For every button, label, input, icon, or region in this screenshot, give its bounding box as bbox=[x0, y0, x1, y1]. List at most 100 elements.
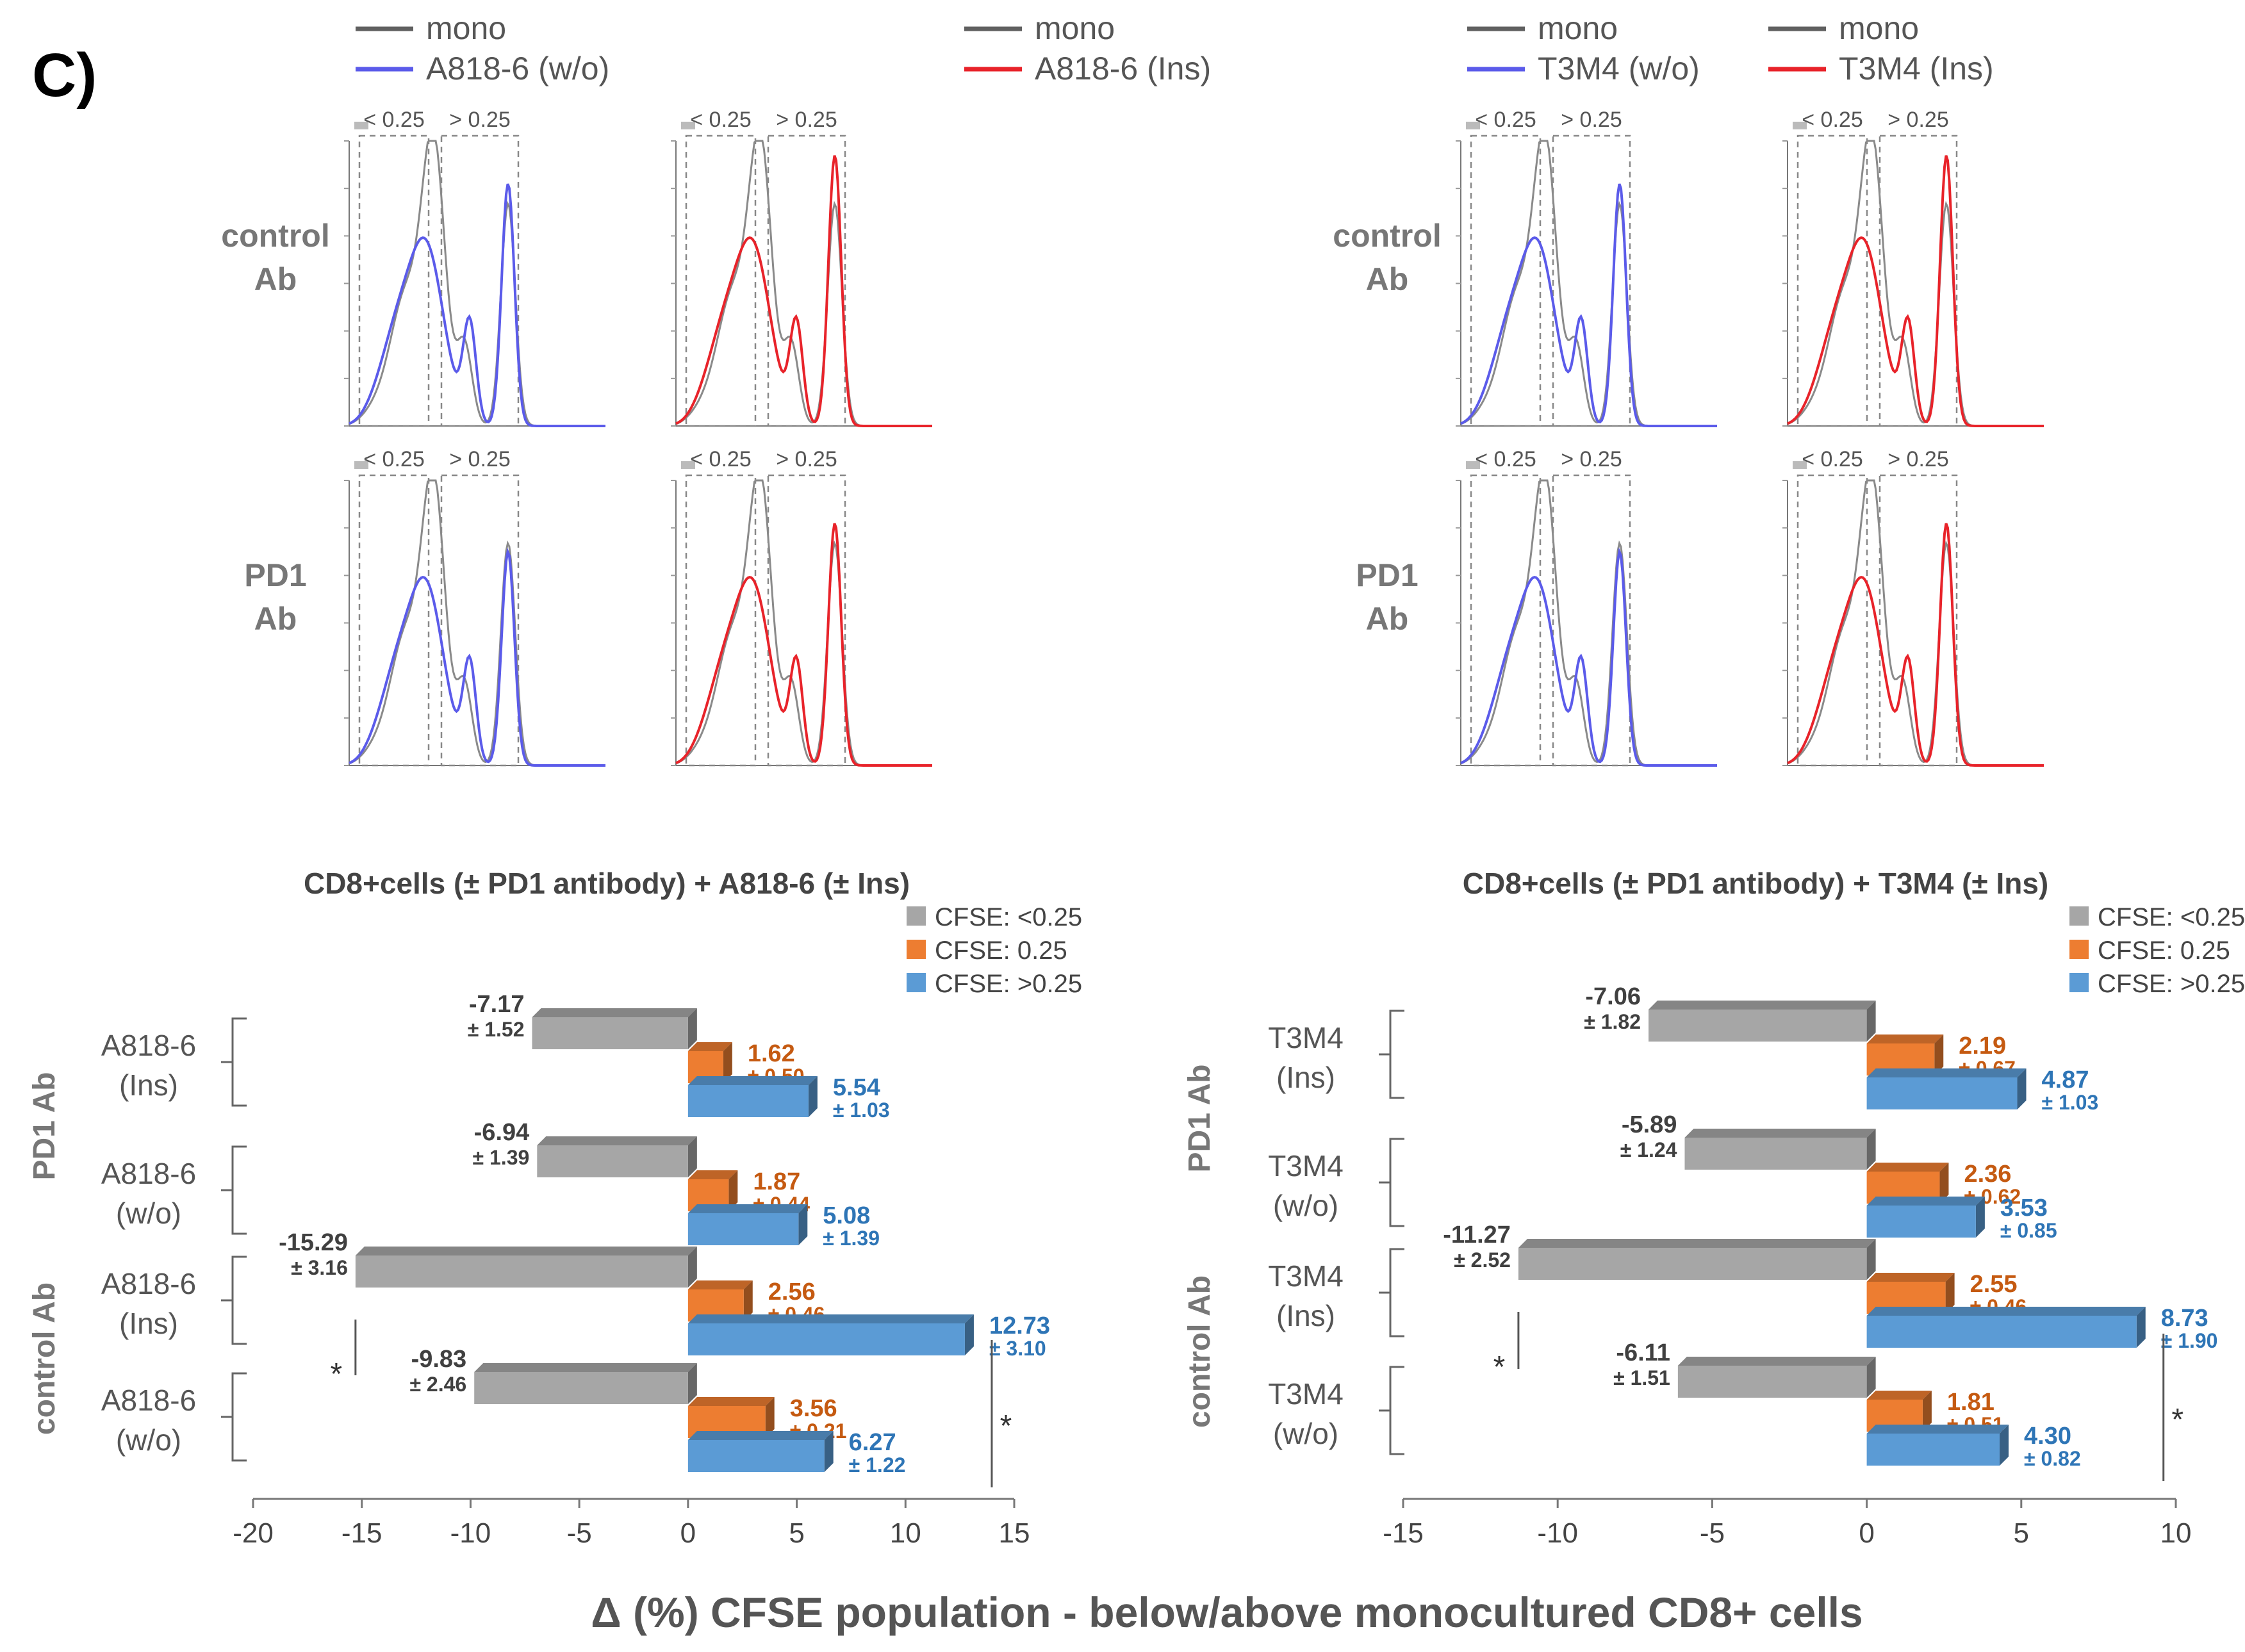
error-label: ± 1.22 bbox=[849, 1453, 906, 1476]
bar-top-face bbox=[1677, 1357, 1876, 1366]
bar-side-face bbox=[687, 1363, 697, 1404]
gate-low-label: < 0.25 bbox=[690, 447, 751, 471]
flow-row-label: PD1 bbox=[1356, 557, 1418, 593]
bar bbox=[687, 1213, 799, 1245]
bar-top-face bbox=[1684, 1129, 1876, 1138]
bar bbox=[687, 1323, 965, 1355]
flow-histogram: < 0.25 > 0.25 bbox=[1782, 447, 2044, 767]
flow-cytometry-panels: mono A818-6 (w/o) mono A818-6 (Ins) control A… bbox=[221, 10, 2044, 767]
data-label: 5.54 bbox=[833, 1074, 880, 1101]
bar-top-face bbox=[687, 1280, 753, 1289]
significance-marker: * bbox=[1493, 1350, 1506, 1384]
gate-high-label: > 0.25 bbox=[1887, 108, 1948, 132]
panel-label: C) bbox=[32, 41, 97, 110]
bar-side-face bbox=[1945, 1273, 1955, 1314]
legend-swatch bbox=[2069, 906, 2089, 926]
bar bbox=[1677, 1366, 1867, 1398]
category-label: (w/o) bbox=[1273, 1417, 1338, 1450]
group-label: PD1 Ab bbox=[1183, 1065, 1217, 1173]
bar-side-face bbox=[824, 1431, 834, 1472]
legend-swatch bbox=[2069, 973, 2089, 992]
gate-high-label: > 0.25 bbox=[449, 108, 510, 132]
flow-row-label: Ab bbox=[254, 601, 297, 637]
data-label: 1.87 bbox=[753, 1168, 800, 1195]
error-label: ± 1.03 bbox=[2042, 1091, 2099, 1114]
bar bbox=[687, 1085, 809, 1117]
bar-top-face bbox=[1866, 1273, 1955, 1282]
data-label: 4.30 bbox=[2024, 1423, 2071, 1450]
category-bracket bbox=[221, 1255, 247, 1345]
error-label: ± 1.39 bbox=[473, 1146, 530, 1169]
gate-low-label: < 0.25 bbox=[1475, 447, 1536, 471]
category-label: (Ins) bbox=[119, 1307, 178, 1340]
x-tick-label: -10 bbox=[450, 1517, 491, 1549]
category-bracket bbox=[1379, 1138, 1404, 1227]
bar-top-face bbox=[1866, 1391, 1932, 1400]
x-tick-label: -5 bbox=[567, 1517, 592, 1549]
category-label: T3M4 bbox=[1268, 1259, 1344, 1293]
error-label: ± 1.39 bbox=[823, 1227, 880, 1250]
sample-histogram-line bbox=[349, 183, 605, 427]
gate-high-box bbox=[1879, 474, 1958, 767]
bar-top-face bbox=[1866, 1307, 2146, 1316]
legend-label: CFSE: >0.25 bbox=[935, 970, 1082, 998]
gate-low-label: < 0.25 bbox=[363, 447, 424, 471]
data-label: -5.89 bbox=[1622, 1111, 1677, 1138]
flow-histogram: < 0.25 > 0.25 bbox=[671, 447, 932, 767]
bar-side-face bbox=[765, 1397, 775, 1438]
flow-row-label: control bbox=[1333, 218, 1441, 254]
gate-low-box bbox=[358, 474, 430, 767]
bar-top-face bbox=[687, 1314, 974, 1323]
bar-top-face bbox=[1518, 1239, 1876, 1248]
gate-low-label: < 0.25 bbox=[1475, 108, 1536, 132]
data-label: -7.06 bbox=[1585, 983, 1641, 1010]
bar bbox=[687, 1440, 825, 1472]
legend-label: T3M4 (w/o) bbox=[1538, 51, 1700, 86]
bar-top-face bbox=[532, 1008, 697, 1017]
error-label: ± 3.16 bbox=[291, 1256, 348, 1279]
category-bracket bbox=[1379, 1248, 1404, 1337]
sample-histogram-line bbox=[1460, 183, 1717, 427]
bar bbox=[1684, 1138, 1867, 1170]
gate-high-label: > 0.25 bbox=[776, 447, 837, 471]
gate-high-label: > 0.25 bbox=[449, 447, 510, 471]
legend-label: A818-6 (w/o) bbox=[426, 51, 609, 86]
bar-top-face bbox=[1866, 1425, 2009, 1434]
category-label: T3M4 bbox=[1268, 1021, 1344, 1054]
category-label: (w/o) bbox=[1273, 1189, 1338, 1222]
category-label: (w/o) bbox=[116, 1197, 181, 1230]
bar-charts: CD8+cells (± PD1 antibody) + A818-6 (± I… bbox=[28, 867, 2245, 1549]
flow-histogram: < 0.25 > 0.25 bbox=[344, 108, 605, 427]
bar bbox=[1866, 1206, 1976, 1238]
gate-low-label: < 0.25 bbox=[1802, 447, 1863, 471]
legend-label: mono bbox=[426, 10, 506, 46]
category-bracket bbox=[221, 1372, 247, 1462]
bar-side-face bbox=[1866, 1357, 1876, 1398]
histogram-axis-tag bbox=[354, 122, 368, 129]
legend-swatch bbox=[907, 973, 926, 992]
histogram-axis-tag bbox=[681, 122, 695, 129]
x-tick-label: 5 bbox=[789, 1517, 804, 1549]
bar-side-face bbox=[687, 1136, 697, 1177]
x-tick-label: 0 bbox=[680, 1517, 696, 1549]
group-label: control Ab bbox=[1183, 1275, 1217, 1428]
data-label: 6.27 bbox=[849, 1429, 896, 1456]
significance-marker: * bbox=[1000, 1409, 1012, 1443]
bar-chart: CD8+cells (± PD1 antibody) + T3M4 (± Ins… bbox=[1183, 867, 2245, 1549]
error-label: ± 1.24 bbox=[1620, 1138, 1677, 1161]
bar-top-face bbox=[687, 1170, 738, 1179]
gate-high-box bbox=[1552, 135, 1631, 427]
bar-top-face bbox=[1649, 1001, 1876, 1010]
data-label: 2.56 bbox=[768, 1279, 816, 1305]
data-label: -7.17 bbox=[469, 991, 525, 1018]
legend-label: CFSE: 0.25 bbox=[2098, 936, 2230, 965]
histogram-axis-tag bbox=[1793, 461, 1807, 469]
bar-side-face bbox=[1866, 1239, 1876, 1280]
error-label: ± 2.52 bbox=[1454, 1248, 1511, 1272]
error-label: ± 0.82 bbox=[2024, 1447, 2081, 1470]
sample-histogram-line bbox=[675, 155, 932, 427]
legend-swatch bbox=[907, 940, 926, 959]
gate-high-box bbox=[440, 135, 520, 427]
bar bbox=[1649, 1010, 1867, 1042]
x-tick-label: 10 bbox=[2160, 1517, 2192, 1549]
